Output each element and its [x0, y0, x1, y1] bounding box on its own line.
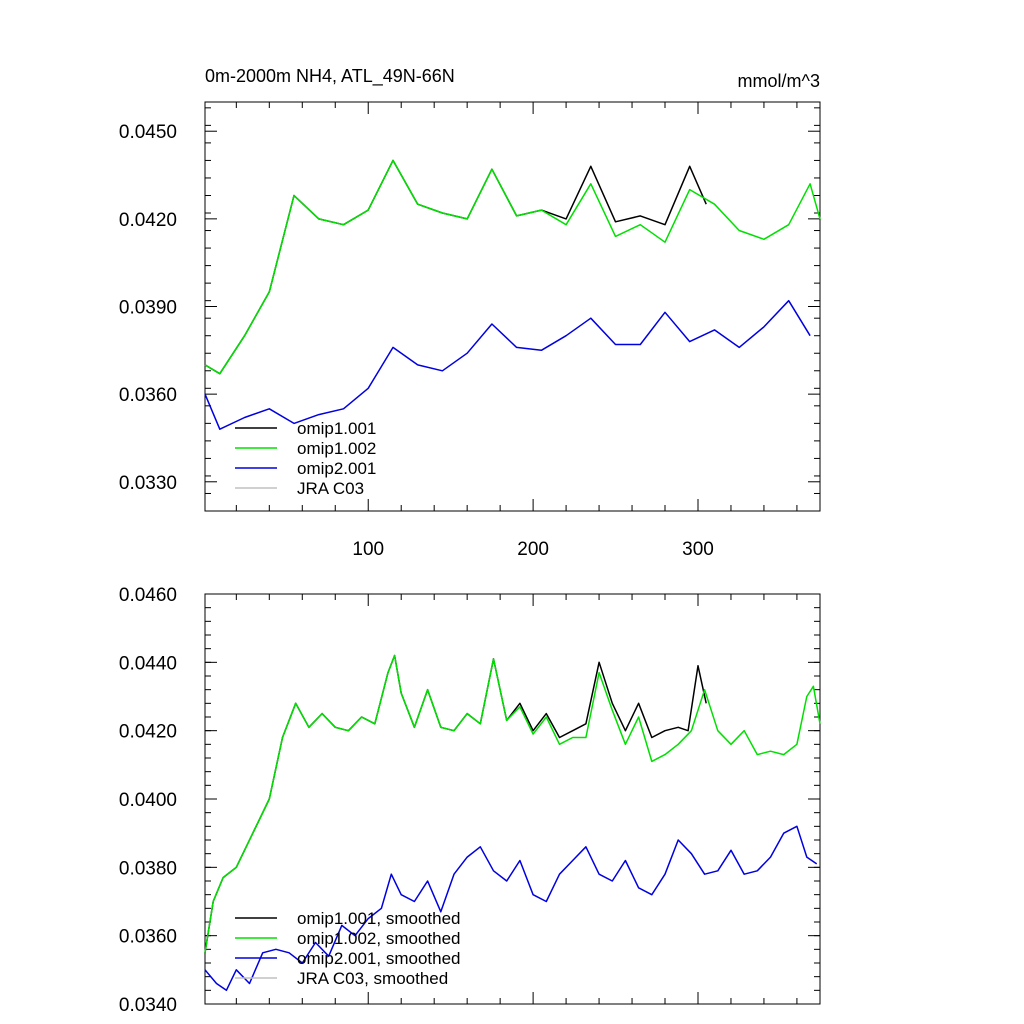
bottom-plot-panel: 0.0340 0.0360 0.0380 0.0400 0.0420 0.0440 0.04…	[119, 585, 821, 1016]
y-tick-label: 0.0450	[119, 122, 177, 143]
legend-label: JRA C03	[297, 479, 364, 498]
y-tick-label: 0.0420	[119, 722, 177, 743]
x-tick-label: 100	[352, 539, 384, 560]
legend-label: omip1.001, smoothed	[297, 909, 461, 928]
y-tick-label: 0.0420	[119, 210, 177, 231]
y-tick-label: 0.0360	[119, 385, 177, 406]
series-line-omip1-001	[204, 159, 707, 375]
legend-label: omip2.001, smoothed	[297, 949, 461, 968]
series-line-omip1-002-smoothed	[204, 654, 821, 953]
legend-label: omip1.001	[297, 419, 376, 438]
legend-label: JRA C03, smoothed	[297, 969, 448, 988]
legend-label: omip1.002, smoothed	[297, 929, 461, 948]
y-tick-label: 0.0390	[119, 298, 177, 319]
series-line-omip2-001	[204, 299, 811, 430]
y-tick-label: 0.0340	[119, 995, 177, 1016]
y-tick-label: 0.0440	[119, 653, 177, 674]
chart-title: 0m-2000m NH4, ATL_49N-66N	[205, 66, 455, 87]
top-plot-panel: 0.0330 0.0360 0.0390 0.0420 0.0450 100 200 300 o…	[119, 101, 821, 560]
y-tick-label: 0.0380	[119, 858, 177, 879]
x-tick-label: 200	[517, 539, 549, 560]
y-tick-label: 0.0360	[119, 927, 177, 948]
legend-label: omip2.001	[297, 459, 376, 478]
x-tick-label: 300	[682, 539, 714, 560]
y-tick-label: 0.0400	[119, 790, 177, 811]
series-line-omip2-001-smoothed	[204, 825, 818, 992]
y-tick-label: 0.0460	[119, 585, 177, 606]
y-tick-label: 0.0330	[119, 473, 177, 494]
chart-units: mmol/m^3	[738, 71, 820, 91]
legend-label: omip1.002	[297, 439, 376, 458]
series-line-omip1-002	[204, 159, 821, 375]
